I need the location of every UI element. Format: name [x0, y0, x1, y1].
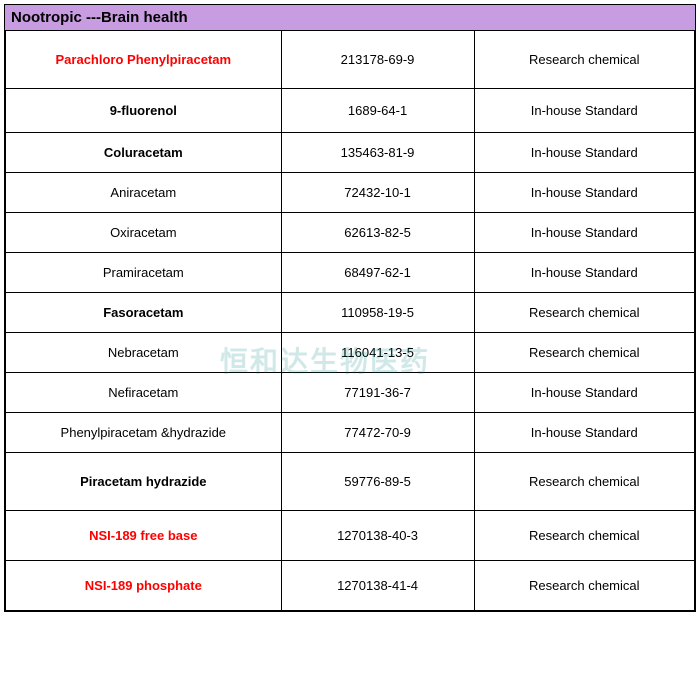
- table-row: Oxiracetam 62613-82-5 In-house Standard: [6, 213, 695, 253]
- category-label: In-house Standard: [531, 185, 638, 200]
- cell-category: Research chemical: [474, 293, 695, 333]
- cas-number: 59776-89-5: [344, 474, 411, 489]
- cas-number: 213178-69-9: [341, 52, 415, 67]
- cell-cas: 77191-36-7: [281, 373, 474, 413]
- cas-number: 72432-10-1: [344, 185, 411, 200]
- cell-name: Fasoracetam: [6, 293, 282, 333]
- cell-cas: 135463-81-9: [281, 133, 474, 173]
- cas-number: 77472-70-9: [344, 425, 411, 440]
- category-label: Research chemical: [529, 474, 640, 489]
- table-row: NSI-189 free base 1270138-40-3 Research ch…: [6, 511, 695, 561]
- cell-cas: 77472-70-9: [281, 413, 474, 453]
- compound-name: Pramiracetam: [103, 265, 184, 280]
- category-label: In-house Standard: [531, 265, 638, 280]
- category-label: In-house Standard: [531, 145, 638, 160]
- cell-cas: 72432-10-1: [281, 173, 474, 213]
- category-label: In-house Standard: [531, 425, 638, 440]
- cell-cas: 62613-82-5: [281, 213, 474, 253]
- cas-number: 1270138-41-4: [337, 578, 418, 593]
- table-row: Aniracetam 72432-10-1 In-house Standard: [6, 173, 695, 213]
- cas-number: 135463-81-9: [341, 145, 415, 160]
- table-row: Parachloro Phenylpiracetam 213178-69-9 Res…: [6, 31, 695, 89]
- cell-cas: 110958-19-5: [281, 293, 474, 333]
- cell-category: Research chemical: [474, 561, 695, 611]
- category-label: In-house Standard: [531, 103, 638, 118]
- category-label: Research chemical: [529, 578, 640, 593]
- cell-cas: 116041-13-5: [281, 333, 474, 373]
- compound-name: NSI-189 free base: [89, 528, 197, 543]
- cas-number: 110958-19-5: [341, 305, 414, 320]
- cas-number: 1689-64-1: [348, 103, 407, 118]
- cell-category: In-house Standard: [474, 133, 695, 173]
- cell-cas: 1270138-41-4: [281, 561, 474, 611]
- compound-name: Fasoracetam: [103, 305, 183, 320]
- compound-name: NSI-189 phosphate: [85, 578, 202, 593]
- nootropic-table: Parachloro Phenylpiracetam 213178-69-9 Res…: [5, 30, 695, 611]
- section-title: Nootropic ---Brain health: [11, 9, 188, 26]
- cell-name: NSI-189 phosphate: [6, 561, 282, 611]
- cell-cas: 213178-69-9: [281, 31, 474, 89]
- compound-name: Phenylpiracetam &hydrazide: [61, 425, 226, 440]
- category-label: Research chemical: [529, 345, 640, 360]
- table-row: NSI-189 phosphate 1270138-41-4 Research ch…: [6, 561, 695, 611]
- cell-cas: 1270138-40-3: [281, 511, 474, 561]
- compound-name: Nefiracetam: [108, 385, 178, 400]
- cas-number: 116041-13-5: [341, 345, 414, 360]
- compound-name: Parachloro Phenylpiracetam: [56, 52, 232, 67]
- cas-number: 62613-82-5: [344, 225, 411, 240]
- cell-name: Coluracetam: [6, 133, 282, 173]
- compound-name: 9-fluorenol: [110, 103, 177, 118]
- category-label: Research chemical: [529, 528, 640, 543]
- cell-name: Phenylpiracetam &hydrazide: [6, 413, 282, 453]
- cell-name: Parachloro Phenylpiracetam: [6, 31, 282, 89]
- table-row: Pramiracetam 68497-62-1 In-house Standard: [6, 253, 695, 293]
- cell-category: In-house Standard: [474, 213, 695, 253]
- cell-name: Aniracetam: [6, 173, 282, 213]
- table-row: Fasoracetam 110958-19-5 Research chemical: [6, 293, 695, 333]
- table-row: Piracetam hydrazide 59776-89-5 Research ch…: [6, 453, 695, 511]
- table-row: Phenylpiracetam &hydrazide 77472-70-9 In-h…: [6, 413, 695, 453]
- compound-name: Coluracetam: [104, 145, 183, 160]
- cell-category: In-house Standard: [474, 89, 695, 133]
- category-label: In-house Standard: [531, 225, 638, 240]
- cell-category: In-house Standard: [474, 413, 695, 453]
- category-label: Research chemical: [529, 52, 640, 67]
- cell-name: Pramiracetam: [6, 253, 282, 293]
- cell-name: NSI-189 free base: [6, 511, 282, 561]
- cell-cas: 68497-62-1: [281, 253, 474, 293]
- cell-cas: 1689-64-1: [281, 89, 474, 133]
- cell-category: Research chemical: [474, 511, 695, 561]
- cell-name: Nefiracetam: [6, 373, 282, 413]
- table-row: 9-fluorenol 1689-64-1 In-house Standard: [6, 89, 695, 133]
- compound-name: Piracetam hydrazide: [80, 474, 206, 489]
- cas-number: 68497-62-1: [344, 265, 411, 280]
- category-label: Research chemical: [529, 305, 640, 320]
- section-header: Nootropic ---Brain health: [5, 5, 695, 30]
- cell-name: Piracetam hydrazide: [6, 453, 282, 511]
- cas-number: 1270138-40-3: [337, 528, 418, 543]
- compound-name: Nebracetam: [108, 345, 179, 360]
- table-row: Nefiracetam 77191-36-7 In-house Standard: [6, 373, 695, 413]
- cell-name: Oxiracetam: [6, 213, 282, 253]
- table-row: Coluracetam 135463-81-9 In-house Standard: [6, 133, 695, 173]
- cell-category: In-house Standard: [474, 173, 695, 213]
- table-row: Nebracetam 116041-13-5 Research chemical: [6, 333, 695, 373]
- cell-category: Research chemical: [474, 31, 695, 89]
- cas-number: 77191-36-7: [344, 385, 411, 400]
- cell-category: In-house Standard: [474, 373, 695, 413]
- category-label: In-house Standard: [531, 385, 638, 400]
- cell-category: Research chemical: [474, 453, 695, 511]
- compound-name: Aniracetam: [110, 185, 176, 200]
- cell-name: Nebracetam: [6, 333, 282, 373]
- cell-category: In-house Standard: [474, 253, 695, 293]
- cell-name: 9-fluorenol: [6, 89, 282, 133]
- cell-cas: 59776-89-5: [281, 453, 474, 511]
- cell-category: Research chemical: [474, 333, 695, 373]
- compound-name: Oxiracetam: [110, 225, 176, 240]
- table-wrapper: Nootropic ---Brain health Parachloro Phe…: [4, 4, 696, 612]
